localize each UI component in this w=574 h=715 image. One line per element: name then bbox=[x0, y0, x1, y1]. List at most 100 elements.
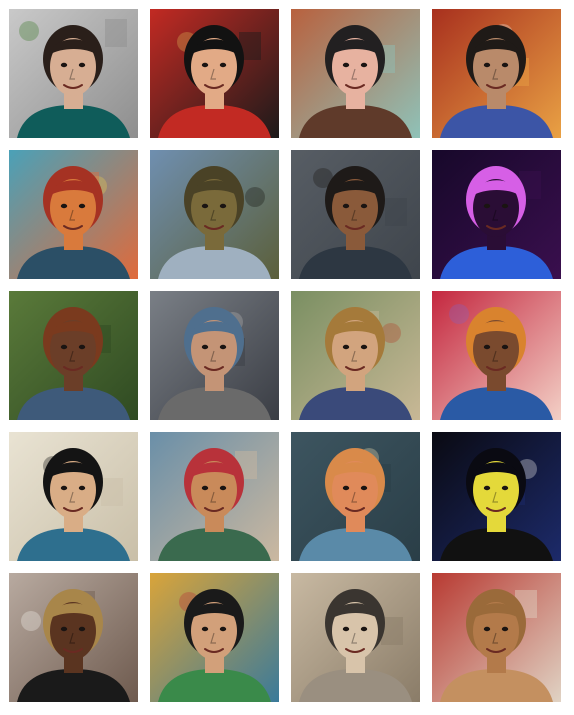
portrait-mosaic-woman-green-scarf bbox=[150, 573, 279, 702]
portrait-face bbox=[332, 602, 378, 660]
portrait-eye bbox=[360, 344, 368, 350]
portrait-eye bbox=[219, 344, 227, 350]
portrait-nose bbox=[351, 68, 357, 80]
portrait-hair-fringe bbox=[472, 39, 520, 55]
portrait-nose bbox=[210, 632, 216, 644]
portrait-eye bbox=[60, 485, 68, 491]
portrait-eye bbox=[78, 62, 86, 68]
portrait-face bbox=[191, 461, 237, 519]
portrait-shoulders bbox=[158, 105, 271, 138]
portrait-nose bbox=[69, 632, 75, 644]
portrait-chalk-man-smiling bbox=[291, 432, 420, 561]
portrait-face bbox=[332, 461, 378, 519]
portrait-image bbox=[150, 432, 279, 561]
portrait-mouth bbox=[486, 648, 506, 653]
portrait-face bbox=[50, 38, 96, 96]
portrait-mouth bbox=[486, 84, 506, 89]
portrait-hair-fringe bbox=[190, 321, 238, 337]
portrait-mouth bbox=[63, 366, 83, 371]
portrait-hair-fringe bbox=[331, 180, 379, 196]
portrait-face bbox=[191, 602, 237, 660]
portrait-shoulders bbox=[299, 528, 412, 561]
portrait-hair-fringe bbox=[190, 603, 238, 619]
portrait-eye bbox=[501, 485, 509, 491]
portrait-eye bbox=[60, 626, 68, 632]
portrait-eye bbox=[342, 203, 350, 209]
portrait-shoulders bbox=[17, 246, 130, 279]
portrait-image bbox=[291, 150, 420, 279]
portrait-face bbox=[50, 179, 96, 237]
portrait-shoulders bbox=[299, 669, 412, 702]
background-accent bbox=[101, 478, 123, 506]
portrait-image bbox=[150, 9, 279, 138]
portrait-shoulders bbox=[440, 105, 553, 138]
portrait-face bbox=[473, 602, 519, 660]
portrait-mouth bbox=[345, 648, 365, 653]
portrait-eye bbox=[483, 485, 491, 491]
portrait-face bbox=[50, 461, 96, 519]
portrait-eye bbox=[201, 203, 209, 209]
portrait-hair-fringe bbox=[49, 180, 97, 196]
portrait-image bbox=[432, 432, 561, 561]
portrait-hair-fringe bbox=[331, 321, 379, 337]
portrait-eye bbox=[360, 626, 368, 632]
portrait-mouth bbox=[345, 507, 365, 512]
portrait-nose bbox=[69, 491, 75, 503]
portrait-eye bbox=[501, 626, 509, 632]
portrait-shoulders bbox=[158, 528, 271, 561]
portrait-mouth bbox=[63, 84, 83, 89]
portrait-eye bbox=[483, 203, 491, 209]
portrait-nose bbox=[351, 491, 357, 503]
portrait-shoulders bbox=[299, 105, 412, 138]
portrait-face bbox=[473, 38, 519, 96]
portrait-psychedelic-bearded-man bbox=[9, 150, 138, 279]
portrait-ascii-yellow-man bbox=[432, 432, 561, 561]
background-accent bbox=[21, 611, 41, 631]
portrait-nose bbox=[351, 350, 357, 362]
portrait-mouth bbox=[204, 225, 224, 230]
portrait-face bbox=[473, 320, 519, 378]
portrait-eye bbox=[60, 344, 68, 350]
portrait-woman-red-floral bbox=[150, 9, 279, 138]
portrait-crayon-man-red-beanie bbox=[150, 432, 279, 561]
portrait-shoulders bbox=[158, 246, 271, 279]
portrait-painted-woman-room bbox=[291, 9, 420, 138]
portrait-3d-bearded-man-dark-bg bbox=[291, 150, 420, 279]
portrait-mouth bbox=[345, 84, 365, 89]
portrait-shoulders bbox=[299, 387, 412, 420]
portrait-image bbox=[9, 291, 138, 420]
portrait-mouth bbox=[486, 366, 506, 371]
portrait-hair-fringe bbox=[190, 180, 238, 196]
portrait-nose bbox=[492, 209, 498, 221]
portrait-eye bbox=[219, 485, 227, 491]
background-accent bbox=[385, 198, 407, 226]
portrait-eye bbox=[78, 344, 86, 350]
portrait-3d-woman-blonde-bob bbox=[9, 573, 138, 702]
portrait-mouth bbox=[63, 648, 83, 653]
portrait-hair-fringe bbox=[190, 462, 238, 478]
portrait-image bbox=[9, 9, 138, 138]
portrait-eye bbox=[360, 62, 368, 68]
portrait-hair-fringe bbox=[331, 603, 379, 619]
portrait-shoulders bbox=[17, 528, 130, 561]
portrait-shoulders bbox=[440, 528, 553, 561]
portrait-mouth bbox=[486, 225, 506, 230]
portrait-image bbox=[291, 573, 420, 702]
portrait-hair-fringe bbox=[472, 462, 520, 478]
portrait-video-game-bald-man bbox=[150, 150, 279, 279]
portrait-image bbox=[150, 291, 279, 420]
portrait-nose bbox=[69, 209, 75, 221]
portrait-nose bbox=[492, 68, 498, 80]
portrait-nose bbox=[69, 68, 75, 80]
portrait-hair-fringe bbox=[49, 462, 97, 478]
portrait-face bbox=[473, 461, 519, 519]
portrait-mouth bbox=[204, 507, 224, 512]
portrait-shoulders bbox=[440, 387, 553, 420]
portrait-image bbox=[432, 150, 561, 279]
portrait-shoulders bbox=[158, 387, 271, 420]
portrait-image bbox=[291, 432, 420, 561]
photo-anime-spiky-hair-selfie bbox=[150, 291, 279, 420]
portrait-eye bbox=[342, 626, 350, 632]
portrait-eye bbox=[78, 626, 86, 632]
portrait-hair-fringe bbox=[331, 462, 379, 478]
